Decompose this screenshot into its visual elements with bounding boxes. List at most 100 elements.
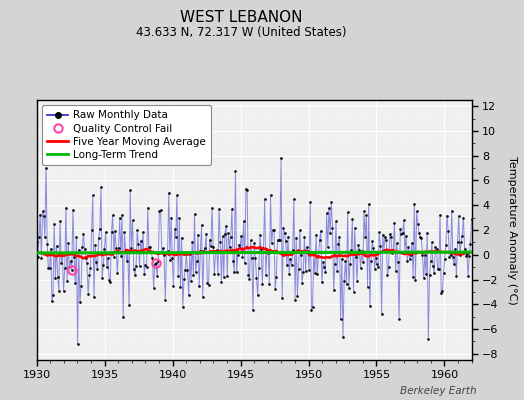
Point [327, 199, 335, 206]
Point [104, 255, 112, 261]
Point [424, 336, 432, 342]
Point [124, 249, 132, 256]
Point [311, 270, 319, 276]
Point [451, 246, 460, 252]
Point [245, 276, 254, 282]
Point [68, 266, 76, 273]
Point [185, 251, 194, 258]
Point [208, 204, 216, 211]
Point [146, 244, 154, 250]
Point [314, 253, 323, 260]
Point [158, 248, 166, 255]
Point [175, 215, 183, 221]
Point [403, 258, 411, 264]
Point [315, 237, 324, 243]
Point [223, 273, 232, 280]
Point [464, 273, 472, 280]
Point [388, 250, 396, 256]
Point [459, 214, 467, 221]
Point [422, 271, 430, 277]
Point [145, 244, 153, 251]
Point [337, 256, 346, 262]
Point [153, 273, 161, 279]
Point [238, 253, 247, 260]
Point [34, 254, 42, 260]
Point [256, 232, 264, 238]
Point [229, 258, 237, 264]
Point [266, 192, 275, 198]
Point [234, 251, 242, 258]
Point [418, 252, 427, 258]
Point [351, 225, 359, 231]
Point [244, 272, 253, 278]
Point [114, 245, 123, 251]
Point [123, 258, 131, 264]
Point [390, 220, 399, 226]
Point [335, 234, 344, 240]
Point [348, 216, 356, 222]
Point [237, 232, 245, 239]
Point [452, 273, 461, 280]
Point [182, 251, 191, 258]
Point [187, 278, 195, 284]
Text: Berkeley Earth: Berkeley Earth [400, 386, 477, 396]
Point [397, 231, 406, 238]
Point [189, 272, 198, 278]
Point [122, 247, 130, 254]
Point [271, 286, 279, 292]
Point [246, 237, 255, 244]
Point [264, 250, 272, 256]
Point [162, 250, 171, 256]
Point [113, 270, 122, 276]
Point [235, 242, 243, 248]
Point [270, 227, 278, 233]
Point [408, 239, 416, 246]
Point [225, 244, 234, 250]
Point [401, 248, 409, 255]
Point [103, 264, 111, 270]
Point [184, 292, 193, 298]
Point [71, 280, 80, 287]
Point [54, 288, 63, 294]
Point [92, 259, 101, 265]
Point [333, 268, 341, 274]
Point [169, 283, 178, 289]
Point [144, 204, 152, 211]
Point [57, 260, 66, 266]
Point [148, 255, 157, 261]
Point [431, 244, 440, 251]
Point [86, 265, 95, 272]
Point [409, 274, 417, 280]
Point [111, 228, 119, 234]
Point [198, 222, 206, 228]
Point [310, 250, 318, 256]
Point [105, 277, 113, 283]
Point [36, 211, 45, 218]
Point [442, 242, 450, 248]
Point [242, 186, 250, 192]
Point [42, 165, 50, 171]
Point [241, 260, 249, 267]
Point [133, 227, 141, 233]
Point [375, 229, 384, 236]
Point [41, 234, 49, 240]
Point [305, 266, 313, 273]
Point [233, 269, 241, 276]
Point [76, 299, 84, 305]
Point [203, 280, 212, 286]
Point [274, 237, 282, 243]
Point [115, 215, 124, 221]
Point [347, 247, 355, 254]
Point [88, 227, 96, 233]
Point [160, 252, 168, 258]
Point [219, 233, 227, 239]
Point [281, 238, 290, 244]
Point [255, 265, 263, 271]
Point [453, 239, 462, 245]
Point [346, 260, 354, 267]
Point [172, 234, 180, 240]
Point [93, 266, 102, 272]
Point [194, 232, 202, 238]
Point [357, 248, 366, 254]
Point [228, 206, 236, 212]
